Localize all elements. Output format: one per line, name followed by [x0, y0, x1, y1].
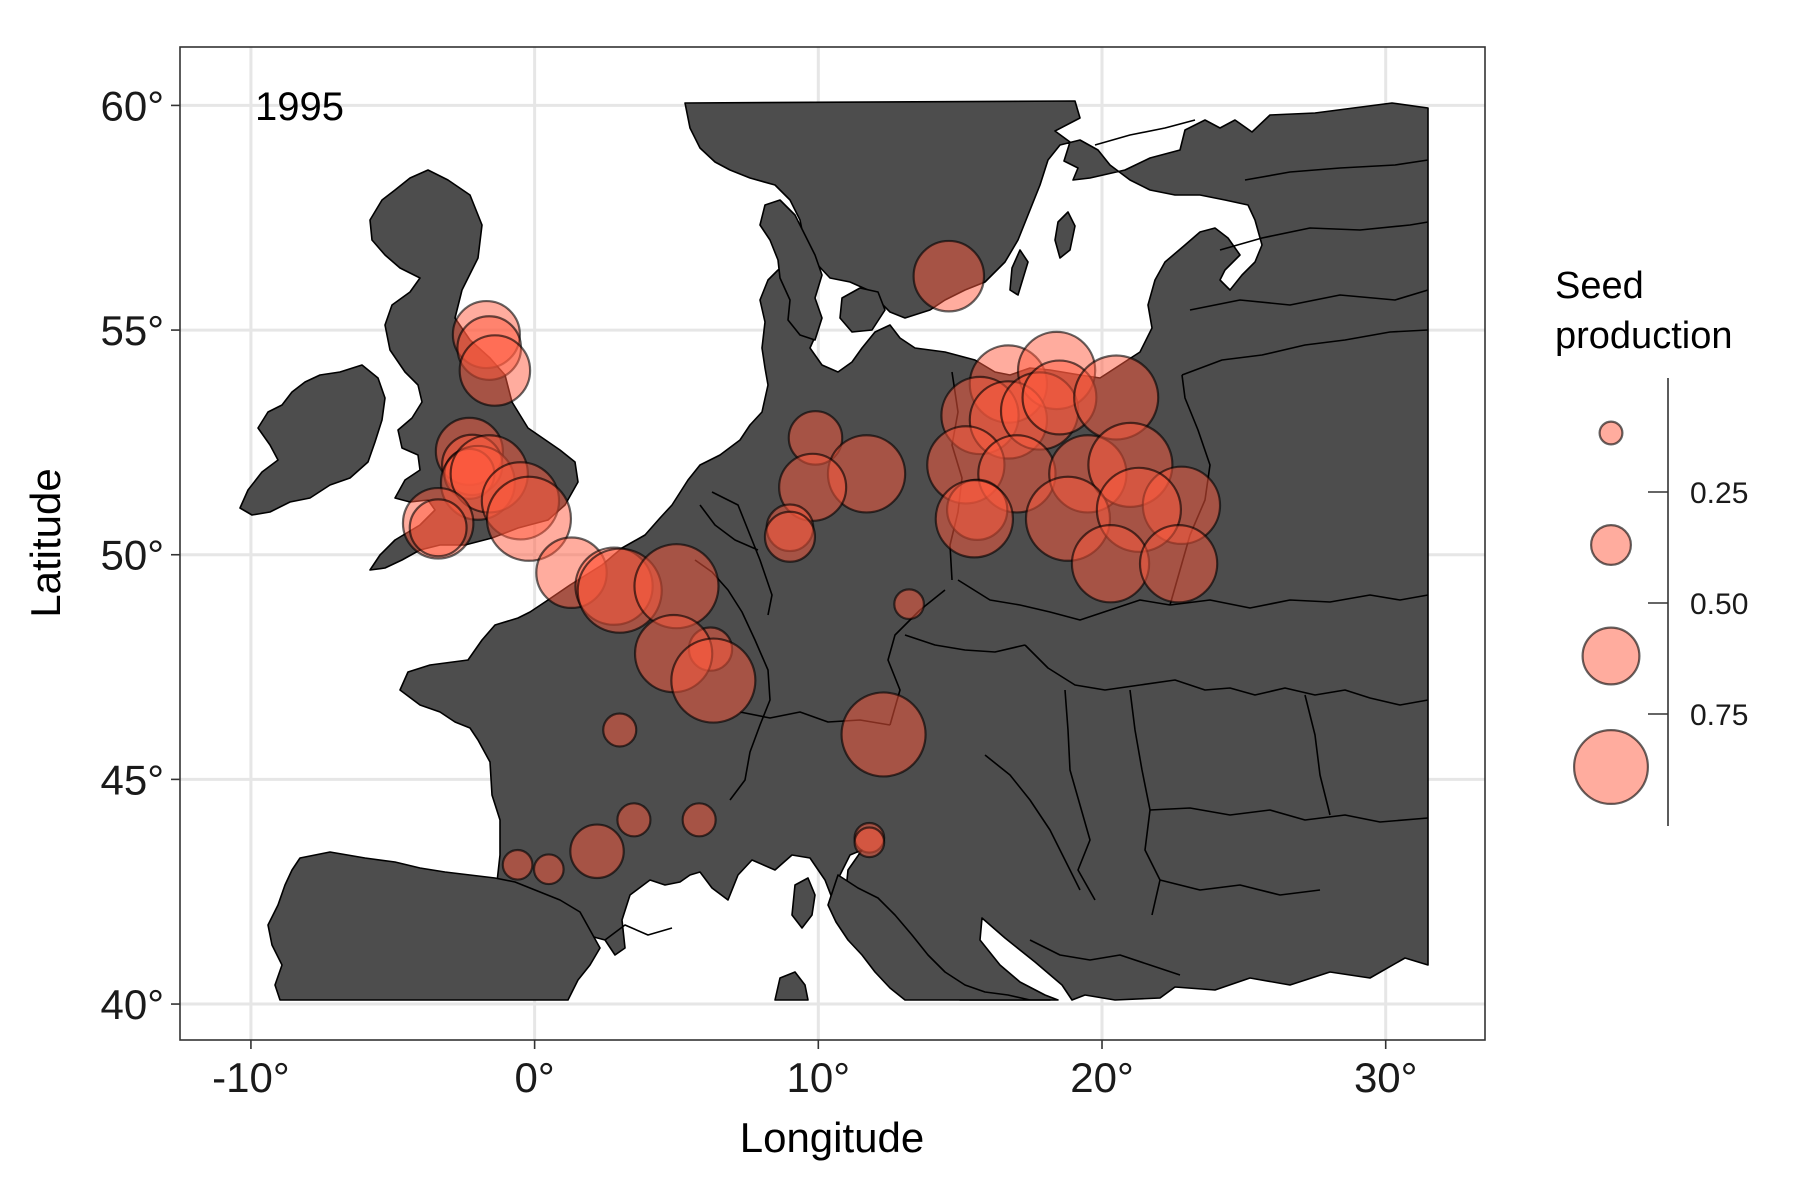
land-zealand	[839, 287, 886, 333]
legend-key-bubble	[1572, 728, 1649, 805]
seed-production-bubble	[893, 588, 925, 621]
legend-tick-label: 0.75	[1690, 699, 1748, 732]
land-gotland	[1054, 211, 1076, 259]
seed-production-bubble	[1138, 524, 1219, 604]
x-tick-label: 0°	[515, 1054, 555, 1101]
seed-production-bubble	[934, 479, 1015, 559]
seed-production-bubble	[501, 848, 534, 881]
land-italy	[827, 874, 1051, 1001]
seed-production-bubble	[670, 637, 757, 724]
seed-production-bubble	[532, 853, 565, 886]
border-line	[1169, 594, 1429, 609]
y-axis-title: Latitude	[22, 468, 69, 617]
y-axis: 40° 45° 50° 55° 60°	[100, 82, 180, 1028]
seed-production-bubble	[602, 712, 638, 748]
border-line	[1064, 689, 1096, 901]
seed-production-bubble	[569, 823, 625, 880]
border-line	[1181, 329, 1429, 376]
legend: Seed production 0.25 0.50 0.75	[1555, 265, 1748, 826]
x-tick-label: 20°	[1070, 1054, 1134, 1101]
x-tick-label: 30°	[1354, 1054, 1418, 1101]
legend-tick-label: 0.50	[1690, 588, 1748, 621]
border-line	[1244, 159, 1429, 181]
border-line	[1304, 694, 1331, 816]
border-line	[694, 559, 771, 801]
border-line	[711, 491, 773, 616]
border-line	[1029, 939, 1181, 976]
legend-key-bubble	[1581, 626, 1641, 686]
y-tick-label: 60°	[100, 82, 164, 129]
land-oland	[1009, 249, 1029, 296]
border-line	[1139, 679, 1429, 706]
data-points	[401, 239, 1222, 886]
legend-tick-label: 0.25	[1690, 477, 1748, 510]
seed-production-bubble	[681, 802, 717, 838]
border-line	[1149, 807, 1429, 823]
border-line	[1219, 221, 1429, 251]
seed-production-bubble	[763, 510, 817, 563]
x-axis: -10° 0° 10° 20° 30°	[212, 1040, 1417, 1101]
legend-title-line-1: Seed	[1555, 265, 1644, 307]
panel-year-label: 1995	[255, 85, 344, 129]
legend-title-line-2: production	[1555, 315, 1732, 357]
border-line	[957, 579, 1171, 621]
seed-production-bubble	[458, 334, 532, 407]
seed-production-bubble	[485, 475, 573, 562]
legend-ticks: 0.25 0.50 0.75	[1648, 477, 1748, 732]
legend-keys	[1572, 420, 1649, 805]
border-line	[1189, 289, 1429, 311]
border-line	[984, 754, 1081, 891]
y-tick-label: 55°	[100, 307, 164, 354]
border-line	[1159, 879, 1321, 896]
seed-production-bubble	[840, 691, 927, 778]
land-jutland	[759, 199, 823, 341]
land-corsica	[791, 877, 816, 929]
seed-production-bubble	[912, 239, 986, 313]
border-line	[699, 504, 759, 551]
seed-production-bubble	[616, 802, 652, 838]
land-ireland	[239, 364, 386, 516]
y-tick-label: 45°	[100, 756, 164, 803]
legend-key-bubble	[1589, 523, 1632, 566]
x-axis-title: Longitude	[740, 1114, 925, 1161]
y-tick-label: 50°	[100, 532, 164, 579]
x-tick-label: -10°	[212, 1054, 290, 1101]
seed-production-bubble	[1070, 524, 1151, 604]
land-iberia	[267, 851, 601, 1001]
legend-key-bubble	[1598, 420, 1624, 446]
seed-production-bubble	[408, 498, 468, 558]
panel-border	[179, 46, 1486, 1041]
border-line	[1024, 644, 1141, 691]
y-tick-label: 40°	[100, 981, 164, 1028]
land-sardinia	[774, 971, 809, 1001]
seed-production-bubble	[853, 826, 886, 859]
border-line	[1094, 119, 1196, 146]
border-line	[604, 924, 673, 941]
border-line	[904, 634, 1026, 653]
x-tick-label: 10°	[787, 1054, 851, 1101]
